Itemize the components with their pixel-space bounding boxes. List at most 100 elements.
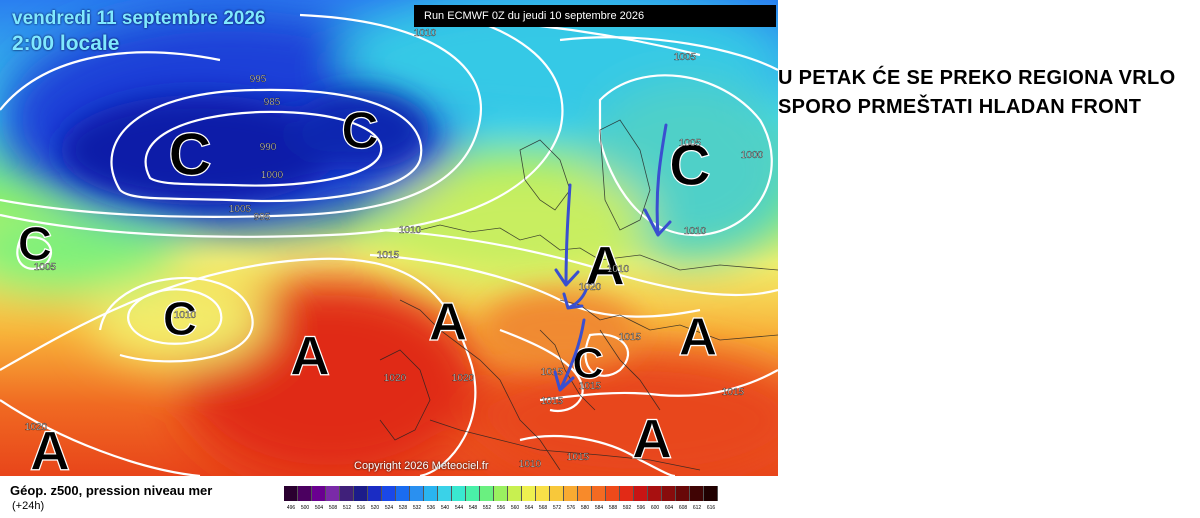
low-pressure-center: C bbox=[18, 218, 53, 271]
color-scale-swatch bbox=[606, 486, 620, 501]
isobar-label: 1020 bbox=[25, 422, 48, 433]
isobar-label: 1005 bbox=[674, 52, 697, 63]
color-scale-swatch bbox=[410, 486, 424, 501]
isobar-label: 1015 bbox=[579, 381, 602, 392]
color-scale-swatch bbox=[578, 486, 592, 501]
isobar-label: 1010 bbox=[414, 28, 437, 39]
map-legend-footer: Géop. z500, pression niveau mer (+24h) 4… bbox=[0, 476, 778, 518]
annotation-caption: U PETAK ĆE SE PREKO REGIONA VRLO SPORO P… bbox=[778, 67, 1176, 118]
color-scale-swatch bbox=[536, 486, 550, 501]
color-scale-label: 548 bbox=[468, 505, 478, 511]
isobar-label: 1020 bbox=[452, 373, 475, 384]
isobar-label: 985 bbox=[264, 97, 281, 108]
color-scale-label: 516 bbox=[356, 505, 366, 511]
color-scale-label: 576 bbox=[566, 505, 576, 511]
color-scale-label: 564 bbox=[524, 505, 534, 511]
isobar-label: 1010 bbox=[399, 225, 422, 236]
forecast-date: vendredi 11 septembre 2026 bbox=[12, 8, 266, 29]
cold-front-arrows bbox=[553, 123, 672, 392]
color-scale-label: 592 bbox=[622, 505, 632, 511]
color-scale-swatch bbox=[522, 486, 536, 501]
color-scale-swatch bbox=[312, 486, 326, 501]
color-scale-swatch bbox=[382, 486, 396, 501]
high-pressure-center: A bbox=[290, 324, 330, 387]
isobar-label: 1005 bbox=[229, 204, 252, 215]
high-pressure-center: A bbox=[632, 407, 672, 470]
color-scale bbox=[284, 486, 718, 501]
color-scale-label: 556 bbox=[496, 505, 506, 511]
front-arrow-4 bbox=[643, 123, 672, 237]
color-scale-swatch bbox=[494, 486, 508, 501]
isobar-label: 1015 bbox=[377, 250, 400, 261]
color-scale-label: 584 bbox=[594, 505, 604, 511]
color-scale-label: 512 bbox=[342, 505, 352, 511]
high-pressure-center: A bbox=[679, 307, 718, 367]
color-scale-label: 608 bbox=[678, 505, 688, 511]
isobar-label: 1010 bbox=[684, 226, 707, 237]
color-scale-label: 500 bbox=[300, 505, 310, 511]
color-scale-swatch bbox=[396, 486, 410, 501]
isobar-label: 1010 bbox=[519, 459, 542, 470]
run-info: Run ECMWF 0Z du jeudi 10 septembre 2026 bbox=[414, 5, 776, 27]
high-pressure-center: A bbox=[585, 234, 625, 297]
color-scale-swatch bbox=[438, 486, 452, 501]
color-scale-labels: 496 500 504 508 512 516 520 524 528 532 536 540 544 5… bbox=[284, 505, 718, 511]
color-scale-swatch bbox=[424, 486, 438, 501]
color-scale-label: 520 bbox=[370, 505, 380, 511]
color-scale-swatch bbox=[452, 486, 466, 501]
low-pressure-center: C bbox=[168, 121, 211, 188]
isobar-label: 1010 bbox=[174, 310, 197, 321]
color-scale-swatch bbox=[326, 486, 340, 501]
isobar-label: 1005 bbox=[679, 138, 702, 149]
color-scale-label: 532 bbox=[412, 505, 422, 511]
high-pressure-center: A bbox=[30, 419, 70, 476]
color-scale-swatch bbox=[368, 486, 382, 501]
color-scale-label: 612 bbox=[692, 505, 702, 511]
color-scale-swatch bbox=[354, 486, 368, 501]
color-scale-swatch bbox=[564, 486, 578, 501]
isobar-labels: 1010100599598599010001005995100510101005… bbox=[25, 28, 764, 470]
color-scale-label: 508 bbox=[328, 505, 338, 511]
low-pressure-center: C bbox=[669, 133, 711, 198]
isobar-label: 1015 bbox=[541, 396, 564, 407]
color-scale-label: 560 bbox=[510, 505, 520, 511]
isobar-label: 1015 bbox=[722, 387, 745, 398]
color-scale-label: 544 bbox=[454, 505, 464, 511]
color-scale-swatch bbox=[620, 486, 634, 501]
front-arrow-3 bbox=[553, 318, 586, 392]
isobars bbox=[0, 8, 778, 476]
color-scale-swatch bbox=[550, 486, 564, 501]
color-scale-label: 524 bbox=[384, 505, 394, 511]
color-scale-label: 528 bbox=[398, 505, 408, 511]
color-scale-swatch bbox=[592, 486, 606, 501]
color-scale-swatch bbox=[284, 486, 298, 501]
isobar-label: 1005 bbox=[34, 262, 57, 273]
color-scale-swatch bbox=[340, 486, 354, 501]
color-scale-swatch bbox=[690, 486, 704, 501]
color-scale-swatch bbox=[662, 486, 676, 501]
color-scale-swatch bbox=[480, 486, 494, 501]
forecast-time: 2:00 locale bbox=[12, 32, 120, 55]
isobar-label: 995 bbox=[250, 74, 267, 85]
isobar-label: 1020 bbox=[384, 373, 407, 384]
color-scale-label: 596 bbox=[636, 505, 646, 511]
front-arrow-2 bbox=[562, 288, 588, 310]
coastlines bbox=[379, 119, 778, 471]
isobar-label: 1015 bbox=[567, 452, 590, 463]
color-scale-swatch bbox=[634, 486, 648, 501]
color-scale-swatch bbox=[466, 486, 480, 501]
color-scale-label: 588 bbox=[608, 505, 618, 511]
color-scale-label: 600 bbox=[650, 505, 660, 511]
isobar-label: 1010 bbox=[607, 264, 630, 275]
isobar-label: 995 bbox=[254, 212, 271, 223]
isobar-label: 1000 bbox=[261, 170, 284, 181]
copyright-text: Copyright 2026 Meteociel.fr bbox=[354, 460, 489, 472]
color-scale-label: 572 bbox=[552, 505, 562, 511]
legend-subtitle: (+24h) bbox=[12, 500, 45, 512]
color-scale-label: 496 bbox=[286, 505, 296, 511]
color-scale-swatch bbox=[508, 486, 522, 501]
color-scale-swatch bbox=[648, 486, 662, 501]
color-scale-swatch bbox=[676, 486, 690, 501]
